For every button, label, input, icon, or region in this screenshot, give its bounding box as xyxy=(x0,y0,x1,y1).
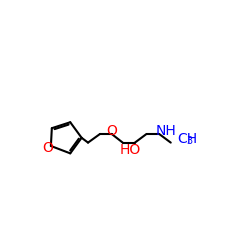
Text: 3: 3 xyxy=(186,136,192,146)
Text: O: O xyxy=(42,141,53,155)
Text: HO: HO xyxy=(120,143,141,157)
Text: CH: CH xyxy=(178,132,198,146)
Text: NH: NH xyxy=(156,124,176,138)
Text: O: O xyxy=(106,124,117,138)
